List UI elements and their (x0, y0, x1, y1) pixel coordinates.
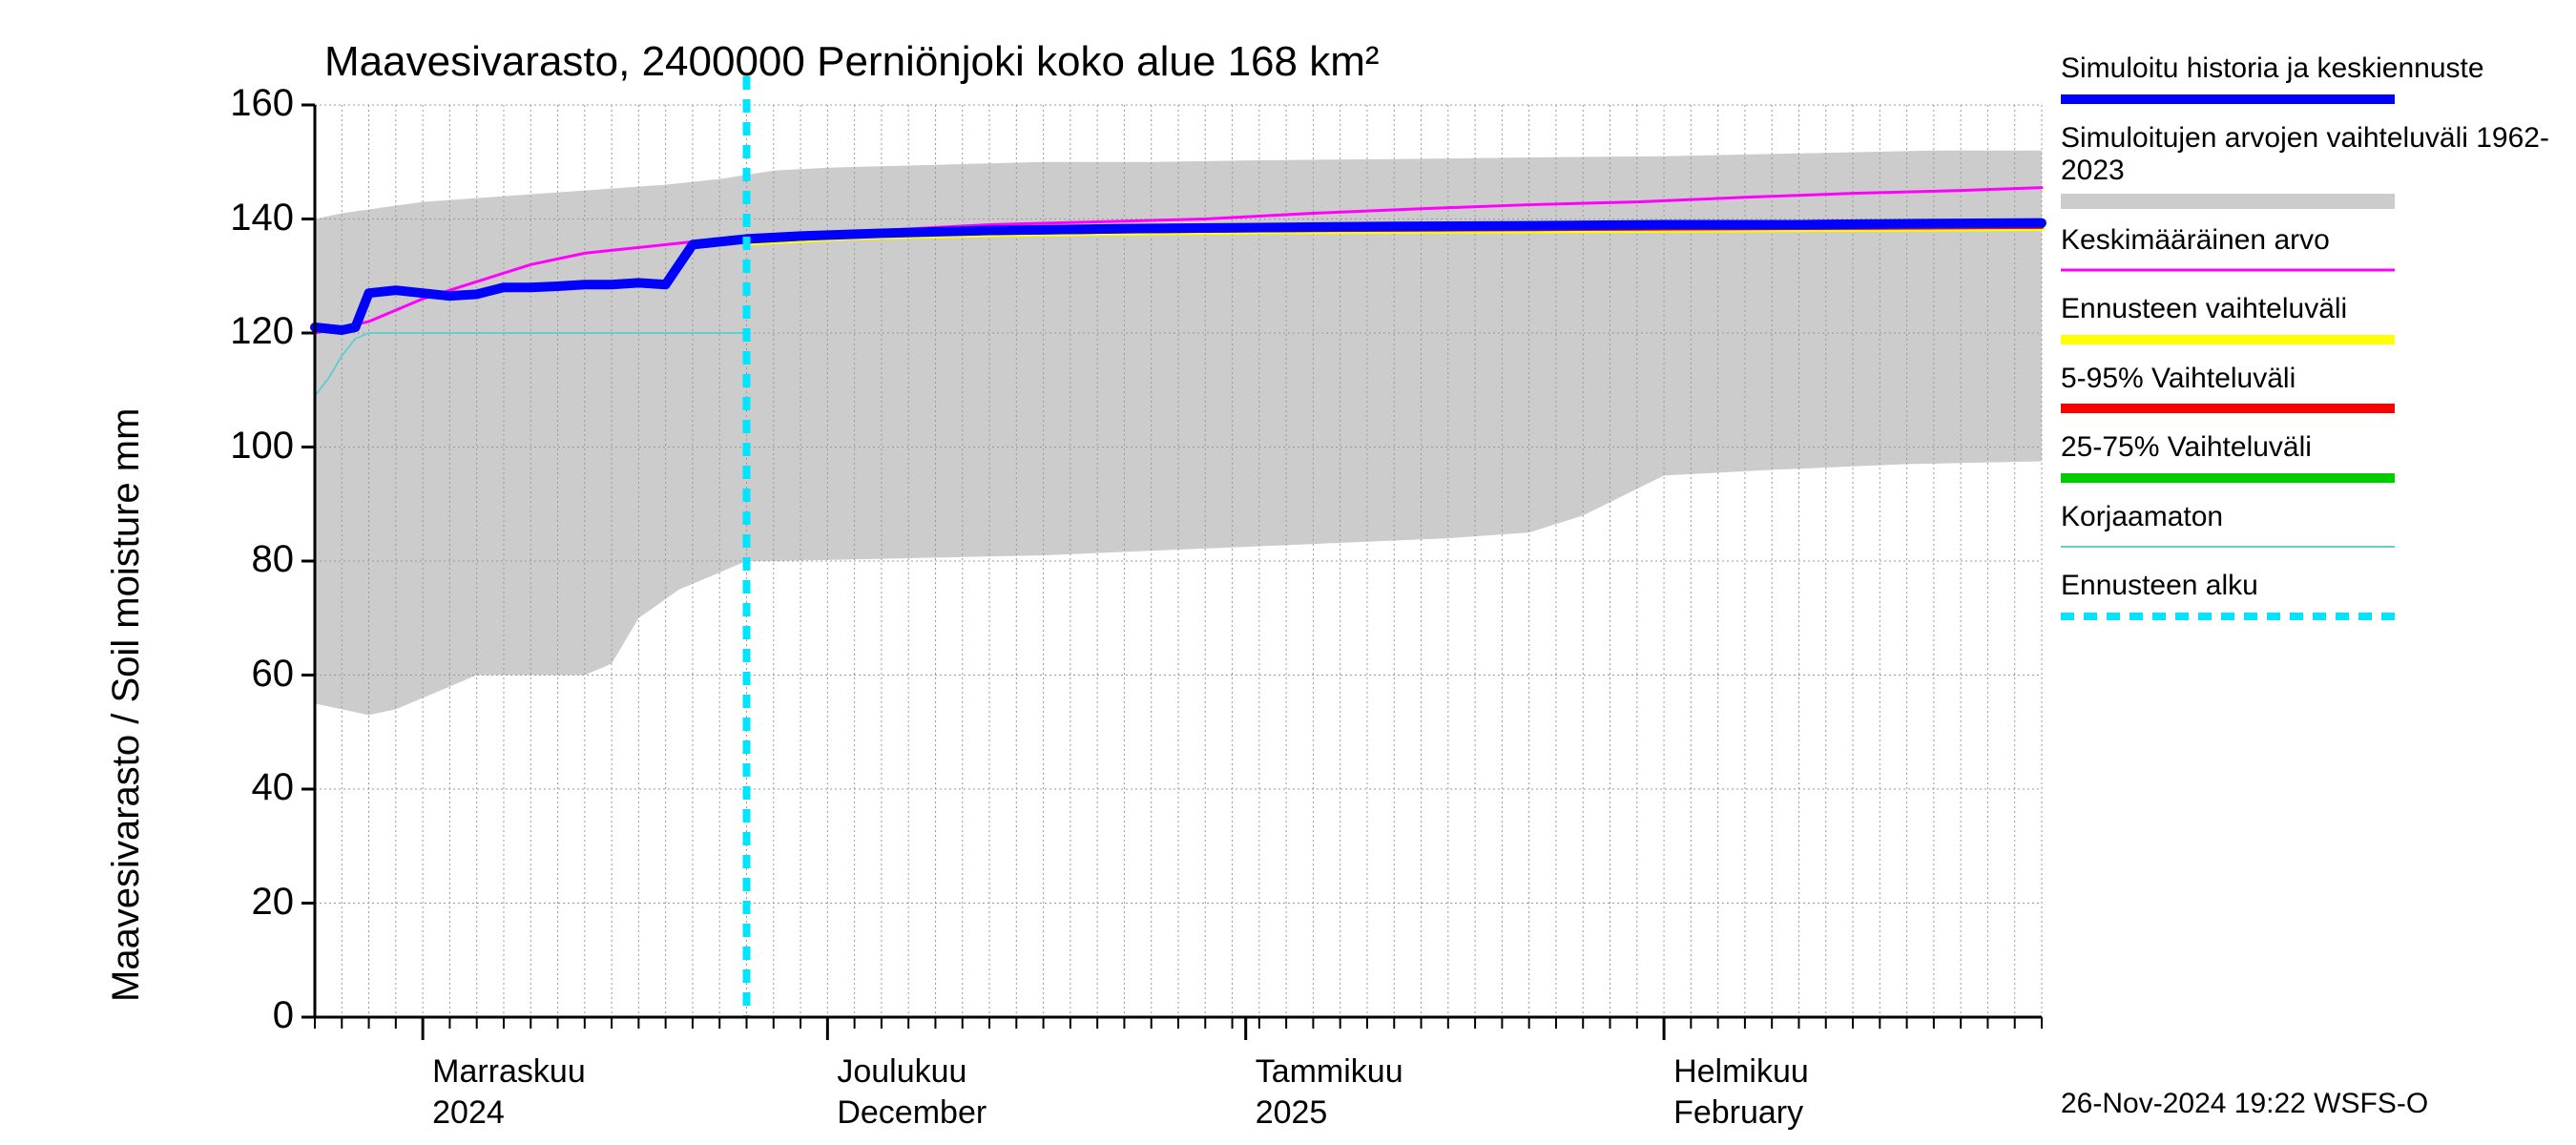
y-tick-label: 120 (230, 310, 294, 353)
legend-item: 25-75% Vaihteluväli (2061, 431, 2557, 488)
legend-swatch (2061, 607, 2395, 626)
legend-label: 25-75% Vaihteluväli (2061, 431, 2557, 465)
legend-swatch (2061, 399, 2395, 418)
legend-item: Ennusteen alku (2061, 570, 2557, 626)
x-tick-label: Helmikuu February (1673, 1051, 1809, 1133)
legend-label: Korjaamaton (2061, 501, 2557, 534)
x-tick-line2: 2025 (1256, 1094, 1328, 1131)
legend-swatch (2061, 90, 2395, 109)
y-axis-label: Maavesivarasto / Soil moisture mm (105, 408, 148, 1002)
x-tick-label: Tammikuu 2025 (1256, 1051, 1403, 1133)
legend-item: Korjaamaton (2061, 501, 2557, 557)
legend-label: Ennusteen vaihteluväli (2061, 293, 2557, 326)
legend-swatch (2061, 330, 2395, 349)
plot-svg (315, 105, 2044, 1019)
footer-timestamp: 26-Nov-2024 19:22 WSFS-O (2061, 1088, 2428, 1120)
legend-label: Ennusteen alku (2061, 570, 2557, 603)
x-tick-label: Marraskuu 2024 (432, 1051, 586, 1133)
chart-title: Maavesivarasto, 2400000 Perniönjoki koko… (324, 38, 1380, 86)
legend-swatch (2061, 260, 2395, 280)
x-tick-line2: December (837, 1094, 987, 1131)
x-tick-line1: Helmikuu (1673, 1053, 1809, 1090)
y-tick-label: 100 (230, 425, 294, 468)
y-tick-label: 60 (252, 653, 295, 696)
legend-item: Ennusteen vaihteluväli (2061, 293, 2557, 349)
legend-label: Simuloitujen arvojen vaihteluväli 1962-2… (2061, 122, 2557, 188)
legend: Simuloitu historia ja keskiennuste Simulo… (2061, 52, 2557, 639)
y-tick-label: 80 (252, 538, 295, 581)
legend-item: Keskimääräinen arvo (2061, 224, 2557, 281)
legend-swatch (2061, 192, 2395, 211)
y-tick-label: 20 (252, 881, 295, 924)
legend-label: 5-95% Vaihteluväli (2061, 363, 2557, 396)
legend-label: Simuloitu historia ja keskiennuste (2061, 52, 2557, 86)
y-tick-label: 160 (230, 82, 294, 125)
y-tick-label: 40 (252, 766, 295, 809)
y-tick-label: 0 (273, 994, 294, 1037)
legend-item: Simuloitu historia ja keskiennuste (2061, 52, 2557, 109)
x-tick-line1: Joulukuu (837, 1053, 966, 1090)
y-tick-label: 140 (230, 197, 294, 239)
x-tick-line1: Marraskuu (432, 1053, 586, 1090)
x-tick-label: Joulukuu December (837, 1051, 987, 1133)
x-tick-line2: 2024 (432, 1094, 505, 1131)
x-tick-line1: Tammikuu (1256, 1053, 1403, 1090)
x-tick-line2: February (1673, 1094, 1803, 1131)
legend-item: 5-95% Vaihteluväli (2061, 363, 2557, 419)
legend-item: Simuloitujen arvojen vaihteluväli 1962-2… (2061, 122, 2557, 211)
legend-swatch (2061, 537, 2395, 556)
chart-container: Maavesivarasto, 2400000 Perniönjoki koko… (0, 0, 2576, 1145)
legend-swatch (2061, 468, 2395, 488)
legend-label: Keskimääräinen arvo (2061, 224, 2557, 258)
